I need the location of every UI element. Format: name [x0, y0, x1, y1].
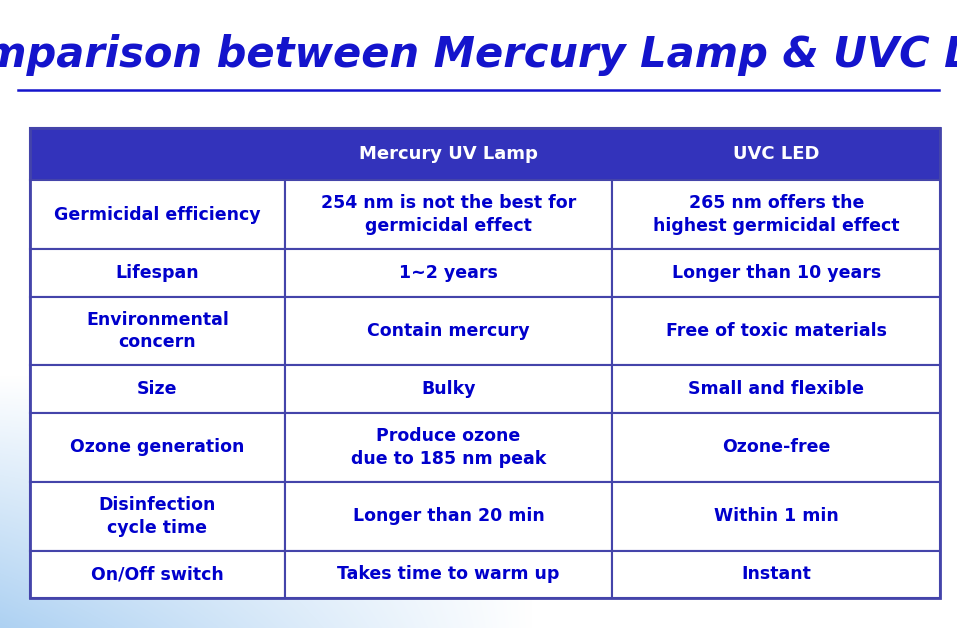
Bar — [30, 180, 285, 249]
Bar — [30, 482, 285, 551]
Text: Mercury UV Lamp: Mercury UV Lamp — [359, 145, 538, 163]
Bar — [612, 551, 940, 598]
Text: Contain mercury: Contain mercury — [367, 322, 530, 340]
Bar — [30, 128, 940, 598]
Bar — [285, 296, 612, 365]
Bar — [612, 413, 940, 482]
Bar — [612, 365, 940, 413]
Text: Takes time to warm up: Takes time to warm up — [338, 565, 560, 583]
Bar — [285, 413, 612, 482]
Text: 265 nm offers the
highest germicidal effect: 265 nm offers the highest germicidal eff… — [653, 194, 900, 236]
Text: Size: Size — [137, 380, 178, 398]
Text: Disinfection
cycle time: Disinfection cycle time — [99, 495, 216, 536]
Bar — [285, 180, 612, 249]
Bar — [612, 249, 940, 296]
Text: Ozone generation: Ozone generation — [70, 438, 245, 457]
Bar — [612, 180, 940, 249]
Text: UVC LED: UVC LED — [733, 145, 819, 163]
Bar — [285, 249, 612, 296]
Text: Longer than 20 min: Longer than 20 min — [353, 507, 545, 525]
Bar — [285, 482, 612, 551]
Text: Bulky: Bulky — [421, 380, 476, 398]
Text: Environmental
concern: Environmental concern — [86, 311, 229, 352]
Bar — [612, 296, 940, 365]
Text: Comparison between Mercury Lamp & UVC LED: Comparison between Mercury Lamp & UVC LE… — [0, 34, 957, 76]
Text: 1~2 years: 1~2 years — [399, 264, 498, 282]
Text: Longer than 10 years: Longer than 10 years — [672, 264, 880, 282]
Bar — [612, 482, 940, 551]
Text: 254 nm is not the best for
germicidal effect: 254 nm is not the best for germicidal ef… — [321, 194, 576, 236]
Text: Lifespan: Lifespan — [116, 264, 199, 282]
Bar — [30, 551, 285, 598]
Bar — [30, 249, 285, 296]
Bar — [30, 296, 285, 365]
Text: Free of toxic materials: Free of toxic materials — [666, 322, 887, 340]
Text: Instant: Instant — [742, 565, 812, 583]
Text: Germicidal efficiency: Germicidal efficiency — [55, 206, 260, 224]
Text: Ozone-free: Ozone-free — [722, 438, 831, 457]
Bar — [285, 551, 612, 598]
Text: On/Off switch: On/Off switch — [91, 565, 224, 583]
Text: Small and flexible: Small and flexible — [688, 380, 864, 398]
Text: Produce ozone
due to 185 nm peak: Produce ozone due to 185 nm peak — [351, 427, 546, 468]
Text: Within 1 min: Within 1 min — [714, 507, 838, 525]
Bar — [30, 128, 940, 180]
Bar — [30, 365, 285, 413]
Bar — [285, 365, 612, 413]
Bar — [30, 413, 285, 482]
